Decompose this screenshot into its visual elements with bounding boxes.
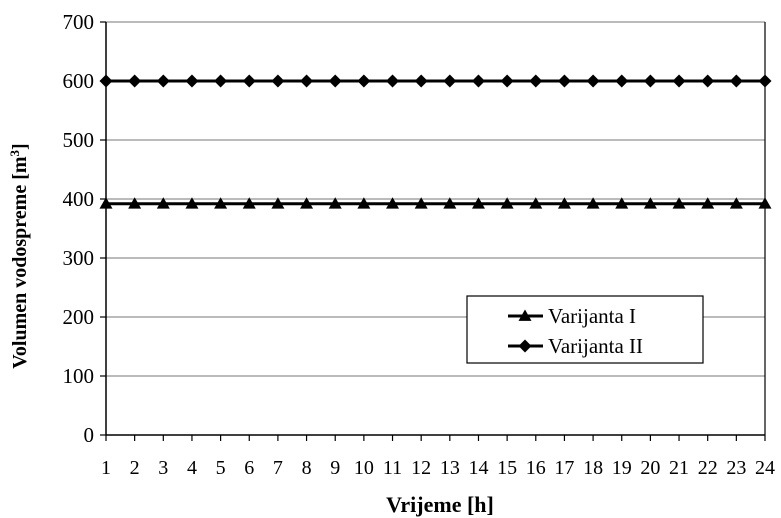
legend: Varijanta I Varijanta II <box>466 295 704 364</box>
data-point-triangle <box>471 197 485 209</box>
data-point-diamond <box>156 74 170 88</box>
y-tick-label: 400 <box>63 187 95 211</box>
x-tick-label: 6 <box>244 457 254 479</box>
legend-label: Varijanta I <box>548 304 636 328</box>
x-axis-label: Vrijeme [h] <box>386 492 494 517</box>
y-axis-label: Volumen vodospreme [m3] <box>7 143 32 368</box>
data-point-triangle <box>156 197 170 209</box>
y-tick-label: 600 <box>63 69 95 93</box>
data-point-triangle <box>185 197 199 209</box>
data-point-triangle <box>443 197 457 209</box>
data-point-triangle <box>529 197 543 209</box>
x-tick-label: 10 <box>354 457 374 479</box>
data-point-diamond <box>242 74 256 88</box>
data-point-triangle <box>643 197 657 209</box>
y-tick-label: 100 <box>63 364 95 388</box>
data-point-diamond <box>586 74 600 88</box>
data-point-diamond <box>386 74 400 88</box>
x-tick-label: 3 <box>158 457 168 479</box>
data-point-diamond <box>99 74 113 88</box>
x-tick-label: 14 <box>468 457 488 479</box>
y-tick-label: 700 <box>63 10 95 34</box>
data-point-diamond <box>357 74 371 88</box>
y-axis-label-main: Volumen vodospreme [m <box>9 156 31 369</box>
x-tick-label: 15 <box>497 457 517 479</box>
x-tick-label: 4 <box>187 457 197 479</box>
data-point-diamond <box>471 74 485 88</box>
data-point-diamond <box>557 74 571 88</box>
x-tick-label: 2 <box>130 457 140 479</box>
data-point-triangle <box>214 197 228 209</box>
x-tick-label: 18 <box>583 457 603 479</box>
x-tick-label: 11 <box>383 457 402 479</box>
data-point-triangle <box>701 197 715 209</box>
data-point-triangle <box>300 197 314 209</box>
x-tick-label: 20 <box>640 457 660 479</box>
data-point-triangle <box>386 197 400 209</box>
x-tick-label: 5 <box>216 457 226 479</box>
x-tick-label: 13 <box>440 457 460 479</box>
data-point-diamond <box>271 74 285 88</box>
axes <box>100 21 766 441</box>
data-point-diamond <box>300 74 314 88</box>
legend-label: Varijanta II <box>548 334 643 358</box>
data-point-triangle <box>758 197 772 209</box>
x-tick-label: 12 <box>411 457 431 479</box>
series-0 <box>99 197 772 209</box>
x-tick-label: 22 <box>698 457 718 479</box>
data-point-triangle <box>672 197 686 209</box>
y-tick-label: 0 <box>84 423 95 447</box>
x-tick-label: 21 <box>669 457 689 479</box>
data-point-diamond <box>729 74 743 88</box>
x-tick-label: 1 <box>101 457 111 479</box>
legend-marker <box>518 309 532 321</box>
y-tick-label: 500 <box>63 128 95 152</box>
data-point-diamond <box>128 74 142 88</box>
x-tick-label: 16 <box>526 457 546 479</box>
data-point-triangle <box>729 197 743 209</box>
series <box>99 74 772 209</box>
data-point-diamond <box>500 74 514 88</box>
data-point-triangle <box>271 197 285 209</box>
data-point-triangle <box>500 197 514 209</box>
x-tick-label: 24 <box>755 457 775 479</box>
data-point-diamond <box>328 74 342 88</box>
data-point-triangle <box>414 197 428 209</box>
data-point-triangle <box>328 197 342 209</box>
data-point-diamond <box>414 74 428 88</box>
x-tick-label: 23 <box>726 457 746 479</box>
data-point-diamond <box>615 74 629 88</box>
data-point-diamond <box>701 74 715 88</box>
x-tick-label: 8 <box>302 457 312 479</box>
x-tick-label: 19 <box>612 457 632 479</box>
data-point-diamond <box>643 74 657 88</box>
data-point-triangle <box>99 197 113 209</box>
legend-box <box>466 295 704 364</box>
y-tick-label: 300 <box>63 246 95 270</box>
data-point-triangle <box>242 197 256 209</box>
data-point-triangle <box>128 197 142 209</box>
series-1 <box>99 74 772 88</box>
data-point-diamond <box>672 74 686 88</box>
data-point-diamond <box>185 74 199 88</box>
data-point-diamond <box>443 74 457 88</box>
y-axis-label-superscript: 3 <box>7 149 22 156</box>
data-point-triangle <box>557 197 571 209</box>
x-tick-label: 9 <box>330 457 340 479</box>
data-point-diamond <box>529 74 543 88</box>
data-point-diamond <box>758 74 772 88</box>
legend-marker <box>518 339 532 353</box>
y-axis-label-end: ] <box>9 143 31 150</box>
x-tick-label: 7 <box>273 457 283 479</box>
data-point-diamond <box>214 74 228 88</box>
y-tick-label: 200 <box>63 305 95 329</box>
x-tick-label: 17 <box>554 457 574 479</box>
data-point-triangle <box>357 197 371 209</box>
data-point-triangle <box>615 197 629 209</box>
data-point-triangle <box>586 197 600 209</box>
